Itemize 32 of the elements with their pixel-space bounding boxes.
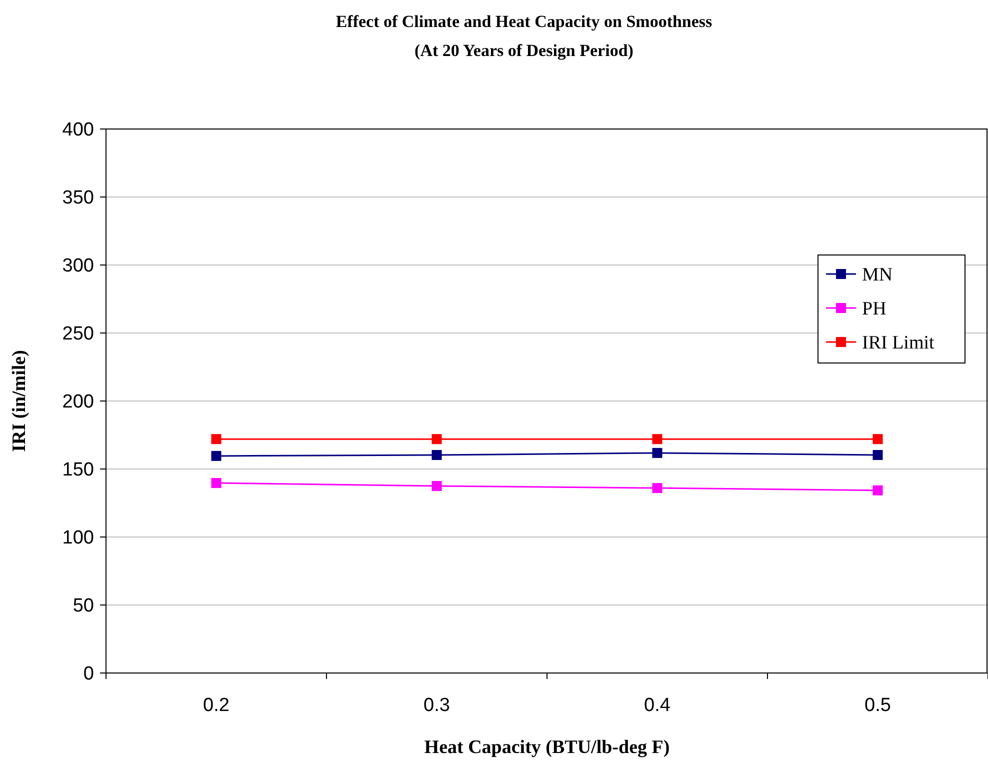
legend-label: PH [862, 298, 887, 320]
y-tick-label: 400 [62, 120, 94, 141]
x-tick-label: 0.2 [203, 695, 230, 716]
point [211, 478, 222, 488]
y-tick-label: 250 [62, 324, 94, 345]
y-axis-title: IRI (in/mile) [9, 350, 30, 452]
x-axis-title: Heat Capacity (BTU/lb-deg F) [424, 737, 670, 758]
point [432, 450, 442, 460]
y-tick-label: 350 [62, 188, 94, 209]
y-tick-label: 300 [62, 256, 94, 277]
point [211, 450, 222, 461]
point [872, 434, 883, 444]
y-tick-label: 50 [72, 596, 94, 617]
point [872, 450, 883, 460]
legend-label: IRI Limit [862, 332, 936, 354]
point [652, 434, 662, 444]
point [211, 434, 222, 444]
point [432, 434, 442, 444]
x-tick-label: 0.4 [644, 695, 671, 716]
point [872, 485, 883, 496]
point [652, 448, 662, 458]
chart-subtitle: (At 20 Years of Design Period) [414, 41, 634, 60]
chart-title: Effect of Climate and Heat Capacity on Smoothness [336, 12, 713, 31]
y-tick-label: 150 [62, 460, 94, 481]
legend-label: MN [862, 264, 893, 286]
y-tick-label: 0 [83, 664, 94, 685]
x-tick-label: 0.3 [424, 695, 450, 716]
y-tick-label: 100 [62, 528, 94, 549]
x-tick-label: 0.5 [864, 695, 891, 716]
y-tick-label: 200 [62, 392, 94, 413]
point [652, 483, 662, 494]
point [432, 481, 442, 491]
